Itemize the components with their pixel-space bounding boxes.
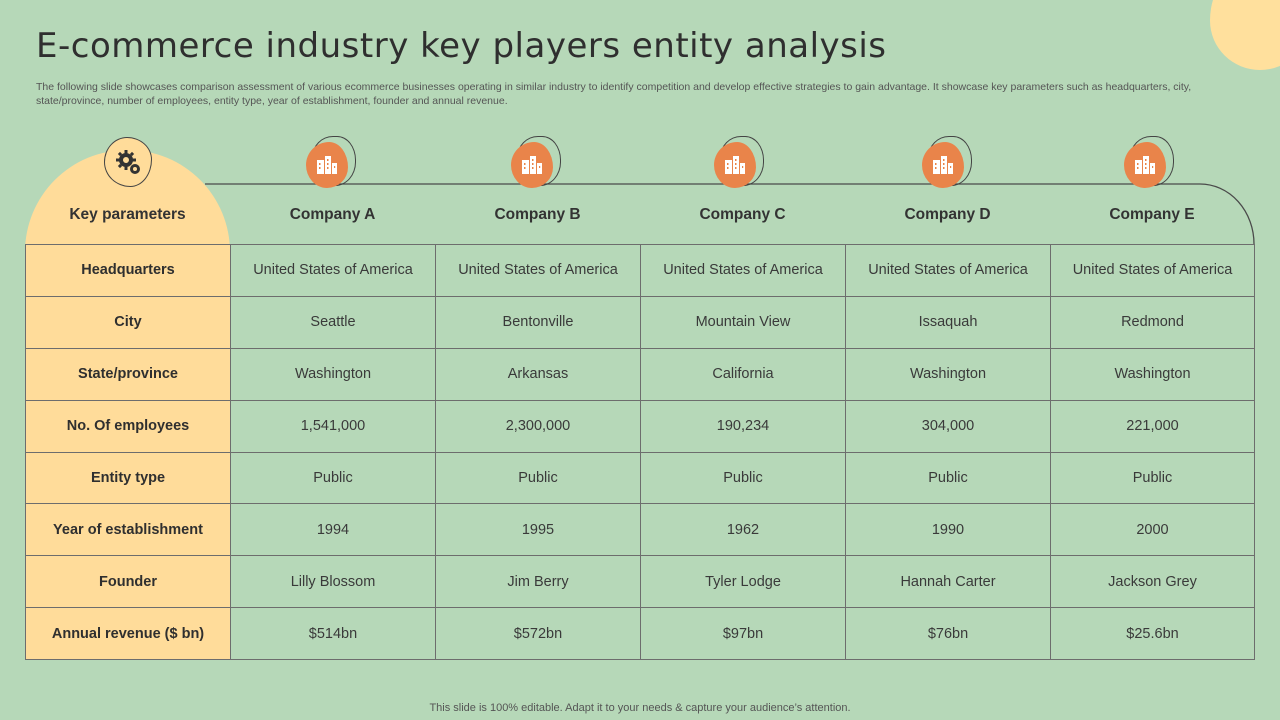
company-e-icon <box>1124 136 1176 190</box>
table-cell: $97bn <box>640 607 846 660</box>
param-cell: Entity type <box>25 451 231 505</box>
building-icon <box>922 142 964 188</box>
company-b-header: Company B <box>494 206 581 223</box>
company-c-header: Company C <box>699 206 786 223</box>
table-cell: 1962 <box>640 503 846 557</box>
param-cell: City <box>25 295 231 349</box>
table-cell: 190,234 <box>640 399 846 453</box>
gear-settings-icon <box>104 137 152 187</box>
table-cell: Public <box>435 451 641 505</box>
param-cell: Annual revenue ($ bn) <box>25 607 231 660</box>
table-cell: Lilly Blossom <box>230 555 436 609</box>
table-cell: Tyler Lodge <box>640 555 846 609</box>
table-row: Year of establishment 1994 1995 1962 199… <box>25 503 1255 557</box>
table-cell: $572bn <box>435 607 641 660</box>
company-a-header: Company A <box>289 206 376 223</box>
table-cell: Washington <box>845 347 1051 401</box>
building-icon <box>306 142 348 188</box>
table-row: No. Of employees 1,541,000 2,300,000 190… <box>25 399 1255 453</box>
table-cell: Seattle <box>230 295 436 349</box>
table-cell: Mountain View <box>640 295 846 349</box>
corner-decoration <box>1210 0 1280 70</box>
table-cell: $76bn <box>845 607 1051 660</box>
table-cell: 2,300,000 <box>435 399 641 453</box>
table-cell: 1994 <box>230 503 436 557</box>
table-cell: 1,541,000 <box>230 399 436 453</box>
company-a-icon <box>306 136 358 190</box>
table-cell: 221,000 <box>1050 399 1255 453</box>
table-row: City Seattle Bentonville Mountain View I… <box>25 295 1255 349</box>
table-cell: Redmond <box>1050 295 1255 349</box>
company-d-icon <box>922 136 974 190</box>
table-cell: United States of America <box>1050 244 1255 297</box>
table-cell: Arkansas <box>435 347 641 401</box>
table-cell: Public <box>845 451 1051 505</box>
table-cell: 1990 <box>845 503 1051 557</box>
table-cell: $25.6bn <box>1050 607 1255 660</box>
company-c-icon <box>714 136 766 190</box>
table-cell: United States of America <box>640 244 846 297</box>
table-row: Headquarters United States of America Un… <box>25 244 1255 297</box>
key-parameters-header: Key parameters <box>69 206 186 223</box>
footer-note: This slide is 100% editable. Adapt it to… <box>429 702 851 714</box>
building-icon <box>511 142 553 188</box>
table-cell: Washington <box>1050 347 1255 401</box>
param-cell: No. Of employees <box>25 399 231 453</box>
table-row: State/province Washington Arkansas Calif… <box>25 347 1255 401</box>
table-cell: Jackson Grey <box>1050 555 1255 609</box>
table-cell: 304,000 <box>845 399 1051 453</box>
param-cell: Headquarters <box>25 244 231 297</box>
page-title: E-commerce industry key players entity a… <box>36 26 887 66</box>
table-cell: United States of America <box>230 244 436 297</box>
building-icon <box>1124 142 1166 188</box>
param-cell: Year of establishment <box>25 503 231 557</box>
comparison-table: Headquarters United States of America Un… <box>25 244 1255 660</box>
table-row: Founder Lilly Blossom Jim Berry Tyler Lo… <box>25 555 1255 609</box>
page-subtitle: The following slide showcases comparison… <box>36 81 1192 107</box>
table-cell: United States of America <box>845 244 1051 297</box>
param-cell: Founder <box>25 555 231 609</box>
table-cell: Bentonville <box>435 295 641 349</box>
table-cell: Public <box>230 451 436 505</box>
table-cell: Public <box>640 451 846 505</box>
table-row: Entity type Public Public Public Public … <box>25 451 1255 505</box>
param-cell: State/province <box>25 347 231 401</box>
company-d-header: Company D <box>904 206 991 223</box>
table-cell: United States of America <box>435 244 641 297</box>
table-cell: Issaquah <box>845 295 1051 349</box>
table-cell: Public <box>1050 451 1255 505</box>
table-cell: 1995 <box>435 503 641 557</box>
table-cell: California <box>640 347 846 401</box>
table-cell: Washington <box>230 347 436 401</box>
table-cell: 2000 <box>1050 503 1255 557</box>
building-icon <box>714 142 756 188</box>
table-cell: $514bn <box>230 607 436 660</box>
company-b-icon <box>511 136 563 190</box>
table-row: Annual revenue ($ bn) $514bn $572bn $97b… <box>25 607 1255 660</box>
company-e-header: Company E <box>1109 206 1195 223</box>
table-cell: Hannah Carter <box>845 555 1051 609</box>
table-cell: Jim Berry <box>435 555 641 609</box>
table-header-row: Key parameters Company A Company B Compa… <box>25 200 1254 230</box>
